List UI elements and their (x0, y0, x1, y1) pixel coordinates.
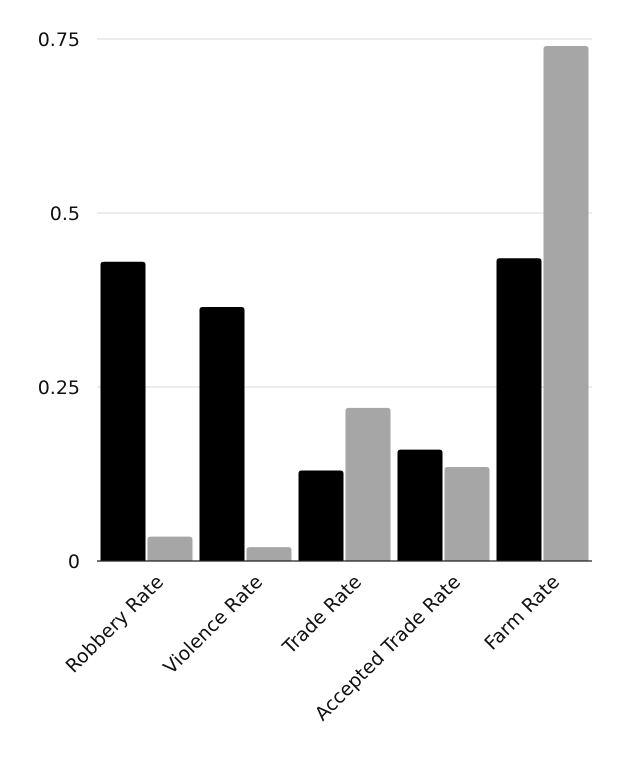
bar-series-2 (345, 407, 391, 561)
bar-series-1 (199, 306, 245, 561)
bars (100, 45, 589, 561)
bar-series-2 (444, 467, 490, 561)
x-category-label: Trade Rate (278, 571, 366, 659)
x-category-label: Violence Rate (159, 571, 267, 679)
y-tick-label: 0.5 (50, 203, 80, 225)
bar-series-1 (496, 258, 542, 561)
bar-series-1 (298, 470, 344, 561)
bar-series-2 (147, 536, 193, 561)
y-tick-labels: 0 0.25 0.5 0.75 (38, 29, 80, 573)
bar-series-1 (100, 261, 146, 561)
bar-series-1 (397, 449, 443, 561)
bar-series-2 (246, 547, 292, 561)
bar-series-2 (543, 45, 589, 561)
y-tick-label: 0.25 (38, 377, 80, 399)
x-category-label: Robbery Rate (62, 571, 168, 677)
x-category-label: Farm Rate (480, 571, 564, 655)
y-tick-label: 0 (68, 551, 80, 573)
y-tick-label: 0.75 (38, 29, 80, 51)
